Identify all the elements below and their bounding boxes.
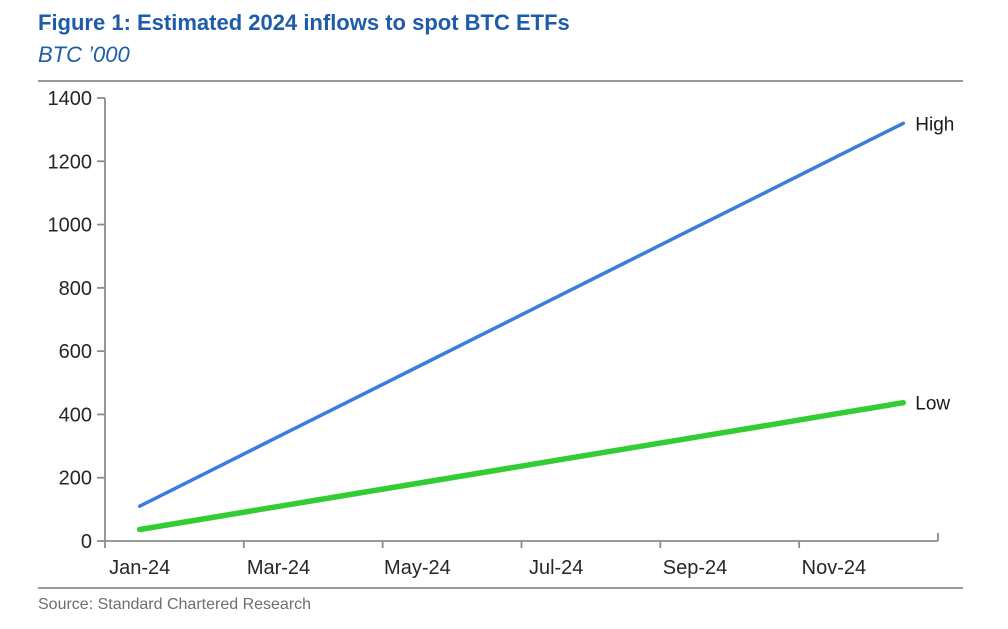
x-axis-tick-label: May-24: [384, 557, 451, 579]
y-axis-tick-label: 1200: [48, 151, 93, 173]
y-axis-tick-label: 400: [59, 404, 92, 426]
line-chart: 0 200 400 600 800 1000 1200 1400 Jan-24 Mar-24 May…: [48, 88, 955, 579]
axis-lines: [104, 98, 938, 542]
figure-unit-subtitle: BTC ’000: [38, 42, 130, 67]
series-end-label-low: Low: [915, 394, 950, 415]
series-end-label-high: High: [915, 114, 954, 135]
y-axis-tick-label: 1000: [48, 215, 93, 237]
x-axis-tick-label: Nov-24: [802, 557, 866, 579]
y-axis-tick-label: 0: [81, 531, 92, 553]
x-axis-tick-label: Jul-24: [529, 557, 583, 579]
bottom-divider: [38, 587, 963, 589]
x-axis-tick-label: Mar-24: [247, 557, 310, 579]
figure-title: Figure 1: Estimated 2024 inflows to spot…: [38, 10, 570, 35]
source-text: Source: Standard Chartered Research: [38, 596, 312, 613]
y-axis-tick-label: 200: [59, 468, 92, 490]
x-axis-tick-label: Jan-24: [109, 557, 170, 579]
series-line-low: [136, 399, 907, 533]
y-axis-tick-label: 1400: [48, 88, 93, 110]
x-axis-tick-label: Sep-24: [663, 557, 728, 579]
top-divider: [38, 80, 963, 82]
series-line-high: [137, 121, 906, 508]
y-axis-tick-label: 600: [59, 341, 92, 363]
y-axis-tick-label: 800: [59, 278, 92, 300]
